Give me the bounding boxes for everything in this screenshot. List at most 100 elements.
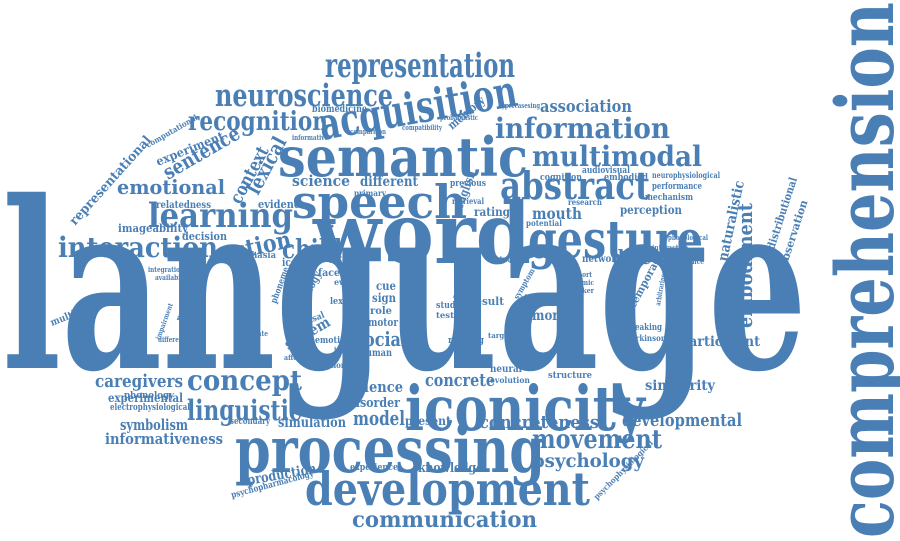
word-study: study bbox=[436, 301, 461, 311]
word-audiovisual: audiovisual bbox=[582, 166, 630, 176]
word-language: language bbox=[2, 150, 807, 423]
word-mouth: mouth bbox=[532, 204, 582, 223]
word-speaker: speaker bbox=[566, 286, 594, 295]
word-concrete: concrete bbox=[425, 370, 495, 391]
word-facilitate: facilitate bbox=[238, 329, 268, 338]
word-network: network bbox=[582, 254, 623, 265]
word-child: child bbox=[282, 235, 342, 265]
word-valence: valence bbox=[347, 378, 403, 396]
word-more: more bbox=[532, 308, 566, 324]
word-development: development bbox=[305, 462, 591, 516]
word-inferior: inferior bbox=[334, 345, 360, 354]
word-imageability: imageability bbox=[118, 222, 189, 235]
word-present: present bbox=[405, 414, 451, 428]
word-experience: experience bbox=[350, 463, 398, 473]
word-developmental: developmental bbox=[622, 410, 742, 431]
word-disorder: disorder bbox=[348, 396, 400, 411]
word-dynamic: dynamic bbox=[566, 278, 594, 287]
word-decision: decision bbox=[182, 230, 227, 243]
word-parkinson: parkinson bbox=[626, 333, 666, 343]
word-cue: cue bbox=[376, 279, 396, 293]
word-role: role bbox=[370, 306, 392, 317]
word-word: word bbox=[312, 184, 531, 283]
word-experimental: experimental bbox=[108, 391, 183, 405]
word-speech: speech bbox=[292, 175, 467, 229]
word-information: information bbox=[495, 112, 670, 145]
word-hypercasesing: hypercasesing bbox=[498, 101, 540, 110]
word-potential: potential bbox=[526, 218, 562, 228]
word-compatibility: compatibility bbox=[402, 123, 443, 132]
word-similarity: similarity bbox=[645, 378, 716, 394]
word-gesture: gesture bbox=[528, 210, 703, 271]
word-caregivers: caregivers bbox=[95, 371, 183, 392]
word-face: face bbox=[318, 268, 340, 279]
word-reading: reading bbox=[448, 336, 485, 346]
word-lexicon: lexicon bbox=[330, 297, 362, 307]
word-different: different bbox=[360, 174, 418, 190]
word-emotion: emotion bbox=[315, 336, 351, 346]
word-support: support bbox=[566, 270, 593, 279]
word-symbolism: symbolism bbox=[120, 416, 188, 434]
word-informativeness: informativeness bbox=[105, 430, 223, 448]
word-probabilistic: probabilistic bbox=[440, 113, 478, 122]
word-biomedicine: biomedicine bbox=[312, 104, 367, 115]
word-abstract: abstract bbox=[500, 163, 650, 208]
word-evidence: evidence bbox=[258, 198, 306, 211]
word-motion: motion bbox=[318, 360, 346, 370]
word-aphasia: aphasia bbox=[240, 251, 276, 261]
word-simulation: simulation bbox=[278, 415, 346, 431]
word-informative: informative bbox=[292, 133, 328, 142]
word-neurophysiological: neurophysiological bbox=[652, 170, 720, 180]
word-human: human bbox=[360, 348, 393, 359]
word-processing: processing bbox=[235, 413, 545, 488]
word-availability: availability bbox=[155, 273, 192, 282]
word-linguistic: linguistic bbox=[187, 394, 302, 427]
word-comprehension: comprehension bbox=[818, 2, 900, 538]
word-neuroscience: neuroscience bbox=[215, 78, 393, 114]
word-iconicity: iconicity bbox=[405, 372, 647, 445]
word-electrophysiological: electrophysiological bbox=[110, 403, 190, 413]
word-target: target bbox=[488, 331, 513, 340]
word-social: social bbox=[355, 327, 407, 351]
word-structure: structure bbox=[548, 371, 592, 381]
word-test: test bbox=[436, 310, 454, 320]
word-model: model bbox=[353, 406, 405, 430]
word-performance: performance bbox=[652, 182, 702, 192]
word-movement: movement bbox=[532, 425, 662, 455]
word-sign: sign bbox=[372, 291, 396, 305]
word-research: research bbox=[568, 197, 602, 207]
word-neural: neural bbox=[490, 364, 522, 375]
word-association: association bbox=[540, 97, 632, 117]
word-emotional: emotional bbox=[117, 175, 225, 199]
word-multimodal: multimodal bbox=[532, 140, 702, 173]
word-evolution: evolution bbox=[490, 375, 530, 385]
word-retrieval: retrieval bbox=[452, 196, 484, 206]
word-semantic: semantic bbox=[278, 125, 528, 189]
word-concept: concept bbox=[187, 364, 302, 397]
word-interactive: interactive bbox=[652, 243, 688, 252]
word-result: result bbox=[470, 295, 505, 308]
word-learning: learning bbox=[148, 196, 293, 236]
word-participant: participant bbox=[680, 334, 760, 350]
word-mapping: mapping bbox=[446, 228, 456, 262]
word-speaking: speaking bbox=[626, 323, 663, 333]
word-integration: integration bbox=[148, 265, 184, 274]
word-iconic: iconic bbox=[282, 256, 312, 269]
word-phonology: phonology bbox=[124, 391, 175, 401]
word-communication: communication bbox=[352, 507, 537, 533]
word-secondary: secondary bbox=[230, 417, 271, 427]
word-comparison: comparison bbox=[350, 127, 386, 136]
word-relevance: relevance bbox=[672, 256, 704, 266]
word-science: science bbox=[292, 172, 350, 190]
word-mechanism: mechanism bbox=[645, 193, 693, 203]
word-motor: motor bbox=[368, 316, 398, 329]
word-primary: primary bbox=[354, 188, 386, 198]
word-interaction: interaction bbox=[58, 231, 218, 264]
word-representation: representation bbox=[325, 46, 515, 86]
word-directed: directed bbox=[612, 245, 694, 269]
word-recognition: recognition bbox=[188, 107, 328, 137]
word-embodiment: embodiment bbox=[733, 202, 757, 328]
word-psychology: psychology bbox=[532, 450, 645, 472]
word-cognition: cognition bbox=[540, 173, 582, 183]
